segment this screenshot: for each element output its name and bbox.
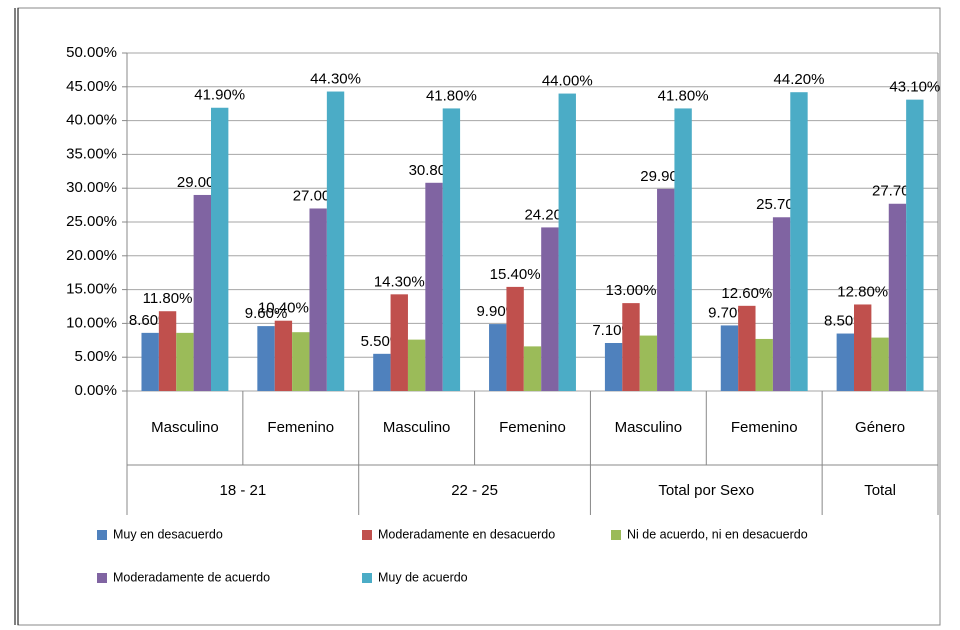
group-label: 22 - 25 [451, 482, 498, 499]
bar [523, 346, 542, 391]
data-label: 41.80% [658, 87, 709, 104]
x-tick-label: Género [855, 419, 905, 436]
group-label: Total por Sexo [658, 482, 754, 499]
bar [639, 335, 658, 391]
bar [558, 93, 576, 391]
y-tick-label: 35.00% [66, 145, 117, 162]
legend-swatch [611, 530, 621, 540]
bar [674, 108, 692, 391]
bar [738, 305, 756, 391]
bar [604, 343, 623, 391]
bar [326, 91, 345, 392]
bar [193, 194, 211, 391]
bar [506, 286, 524, 391]
y-tick-label: 5.00% [74, 348, 117, 365]
bar [292, 332, 310, 391]
bar [854, 304, 872, 391]
bar [257, 326, 275, 391]
bar [622, 303, 640, 391]
legend-label: Moderadamente en desacuerdo [378, 527, 555, 541]
y-tick-label: 40.00% [66, 112, 117, 129]
data-label: 44.00% [542, 73, 593, 90]
data-label: 43.10% [889, 79, 940, 96]
bar [158, 311, 177, 391]
group-label: Total [864, 482, 896, 499]
y-tick-label: 30.00% [66, 179, 117, 196]
legend-label: Muy en desacuerdo [113, 527, 223, 541]
data-label: 15.40% [490, 266, 541, 283]
legend-label: Moderadamente de acuerdo [113, 570, 270, 584]
data-label: 12.60% [721, 285, 772, 302]
bar [871, 337, 889, 391]
legend-label: Ni de acuerdo, ni en desacuerdo [627, 527, 808, 541]
bar [755, 338, 773, 391]
legend-swatch [362, 573, 372, 583]
bar [210, 107, 229, 392]
bar [906, 99, 924, 392]
y-tick-label: 25.00% [66, 213, 117, 230]
bar [790, 92, 808, 391]
x-tick-label: Femenino [267, 419, 334, 436]
x-tick-label: Femenino [499, 419, 566, 436]
y-tick-label: 15.00% [66, 281, 117, 298]
data-label: 10.40% [258, 300, 309, 317]
bar [888, 203, 907, 391]
bar [836, 333, 855, 391]
bar [489, 324, 507, 391]
legend-swatch [362, 530, 372, 540]
data-label: 41.90% [194, 87, 245, 104]
data-label: 41.80% [426, 87, 477, 104]
y-tick-label: 10.00% [66, 314, 117, 331]
x-tick-label: Masculino [383, 419, 451, 436]
bar [141, 332, 159, 391]
bar [274, 320, 293, 391]
bar [309, 208, 327, 391]
bar [442, 108, 461, 391]
legend-swatch [97, 530, 107, 540]
x-tick-label: Masculino [615, 419, 683, 436]
bar [657, 188, 675, 391]
data-label: 14.30% [374, 273, 425, 290]
data-label: 12.80% [837, 283, 888, 300]
y-tick-label: 20.00% [66, 247, 117, 264]
bar [390, 294, 408, 391]
group-label: 18 - 21 [220, 482, 267, 499]
data-label: 44.30% [310, 71, 361, 88]
bar [176, 332, 194, 391]
bar [720, 325, 739, 391]
bar [772, 217, 791, 391]
bar [407, 339, 426, 391]
bar [373, 353, 391, 391]
x-tick-label: Femenino [731, 419, 798, 436]
y-tick-label: 45.00% [66, 78, 117, 95]
data-label: 44.20% [774, 71, 825, 88]
x-tick-label: Masculino [151, 419, 219, 436]
bar [425, 182, 443, 391]
data-label: 11.80% [143, 290, 193, 307]
legend-swatch [97, 573, 107, 583]
bar [541, 227, 559, 391]
legend-label: Muy de acuerdo [378, 570, 468, 584]
y-tick-label: 0.00% [74, 382, 117, 399]
data-label: 9.60% [245, 305, 288, 322]
y-tick-label: 50.00% [66, 44, 117, 61]
data-label: 13.00% [606, 282, 657, 299]
